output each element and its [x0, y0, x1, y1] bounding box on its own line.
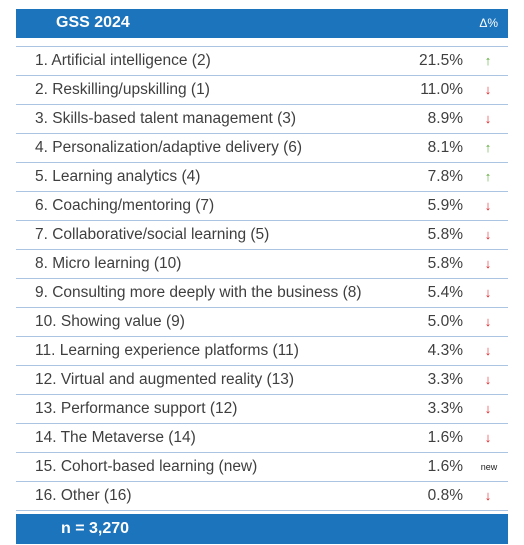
arrow-down-icon: ↓: [484, 314, 492, 329]
row-label: 9. Consulting more deeply with the busin…: [35, 284, 362, 301]
row-label: 2. Reskilling/upskilling (1): [35, 81, 210, 98]
row-label: 1. Artificial intelligence (2): [35, 52, 211, 69]
arrow-down-icon: ↓: [484, 198, 492, 213]
row-label: 12. Virtual and augmented reality (13): [35, 371, 295, 388]
table-row: 10. Showing value (9) 5.0% ↓: [16, 308, 508, 337]
row-label: 7. Collaborative/social learning (5): [35, 226, 270, 243]
row-label: 13. Performance support (12): [35, 400, 238, 417]
row-percentage: 8.9%: [427, 110, 463, 127]
arrow-down-icon: ↓: [484, 82, 492, 97]
table-row: 7. Collaborative/social learning (5) 5.8%…: [16, 221, 508, 250]
arrow-down-icon: ↓: [484, 430, 492, 445]
row-percentage: 5.9%: [427, 197, 463, 214]
row-label: 11. Learning experience platforms (11): [35, 342, 299, 359]
arrow-up-icon: ↑: [484, 140, 492, 155]
table-row: 9. Consulting more deeply with the busin…: [16, 279, 508, 308]
row-percentage: 5.4%: [427, 284, 463, 301]
row-label: 3. Skills-based talent management (3): [35, 110, 297, 127]
row-label: 15. Cohort-based learning (new): [35, 458, 258, 475]
row-label: 4. Personalization/adaptive delivery (6): [35, 139, 303, 156]
table-footer: n = 3,270: [16, 514, 508, 544]
row-label: 5. Learning analytics (4): [35, 168, 201, 185]
row-label: 6. Coaching/mentoring (7): [35, 197, 215, 214]
table-row: 11. Learning experience platforms (11) 4.…: [16, 337, 508, 366]
row-label: 10. Showing value (9): [35, 313, 185, 330]
arrow-down-icon: ↓: [484, 111, 492, 126]
gss-table: GSS 2024 Δ% 1. Artificial intelligence (…: [16, 9, 508, 544]
table-row: 4. Personalization/adaptive delivery (6)…: [16, 134, 508, 163]
arrow-down-icon: ↓: [484, 343, 492, 358]
arrow-up-icon: ↑: [484, 53, 492, 68]
table-title: GSS 2024: [56, 14, 130, 31]
arrow-down-icon: ↓: [484, 401, 492, 416]
row-percentage: 1.6%: [427, 458, 463, 475]
arrow-down-icon: ↓: [484, 256, 492, 271]
table-row: 12. Virtual and augmented reality (13) 3.…: [16, 366, 508, 395]
row-percentage: 5.0%: [427, 313, 463, 330]
row-percentage: 0.8%: [427, 487, 463, 504]
row-label: 14. The Metaverse (14): [35, 429, 196, 446]
table-row: 1. Artificial intelligence (2) 21.5% ↑: [16, 46, 508, 76]
table-row: 6. Coaching/mentoring (7) 5.9% ↓: [16, 192, 508, 221]
table-row: 13. Performance support (12) 3.3% ↓: [16, 395, 508, 424]
row-percentage: 1.6%: [427, 429, 463, 446]
row-label: 8. Micro learning (10): [35, 255, 182, 272]
arrow-down-icon: ↓: [484, 285, 492, 300]
table-row: 14. The Metaverse (14) 1.6% ↓: [16, 424, 508, 453]
table-rows: 1. Artificial intelligence (2) 21.5% ↑ 2. R…: [16, 46, 508, 511]
table-header: GSS 2024 Δ%: [16, 9, 508, 38]
table-row: 5. Learning analytics (4) 7.8% ↑: [16, 163, 508, 192]
row-percentage: 21.5%: [419, 52, 463, 69]
table-row: 8. Micro learning (10) 5.8% ↓: [16, 250, 508, 279]
sample-size: n = 3,270: [61, 520, 130, 537]
arrow-down-icon: ↓: [484, 488, 492, 503]
row-percentage: 3.3%: [427, 371, 463, 388]
arrow-up-icon: ↑: [484, 169, 492, 184]
row-percentage: 8.1%: [427, 139, 463, 156]
row-percentage: 5.8%: [427, 255, 463, 272]
table-row: 2. Reskilling/upskilling (1) 11.0% ↓: [16, 76, 508, 105]
row-percentage: 11.0%: [420, 81, 463, 98]
delta-column-label: Δ%: [479, 16, 498, 30]
table-row: 15. Cohort-based learning (new) 1.6% new: [16, 453, 508, 482]
arrow-down-icon: ↓: [484, 227, 492, 242]
row-label: 16. Other (16): [35, 487, 132, 504]
table-row: 16. Other (16) 0.8% ↓: [16, 482, 508, 511]
new-badge: new: [480, 462, 498, 472]
row-percentage: 5.8%: [427, 226, 463, 243]
row-percentage: 3.3%: [427, 400, 463, 417]
arrow-down-icon: ↓: [484, 372, 492, 387]
row-percentage: 4.3%: [427, 342, 463, 359]
row-percentage: 7.8%: [427, 168, 463, 185]
table-row: 3. Skills-based talent management (3) 8.9…: [16, 105, 508, 134]
